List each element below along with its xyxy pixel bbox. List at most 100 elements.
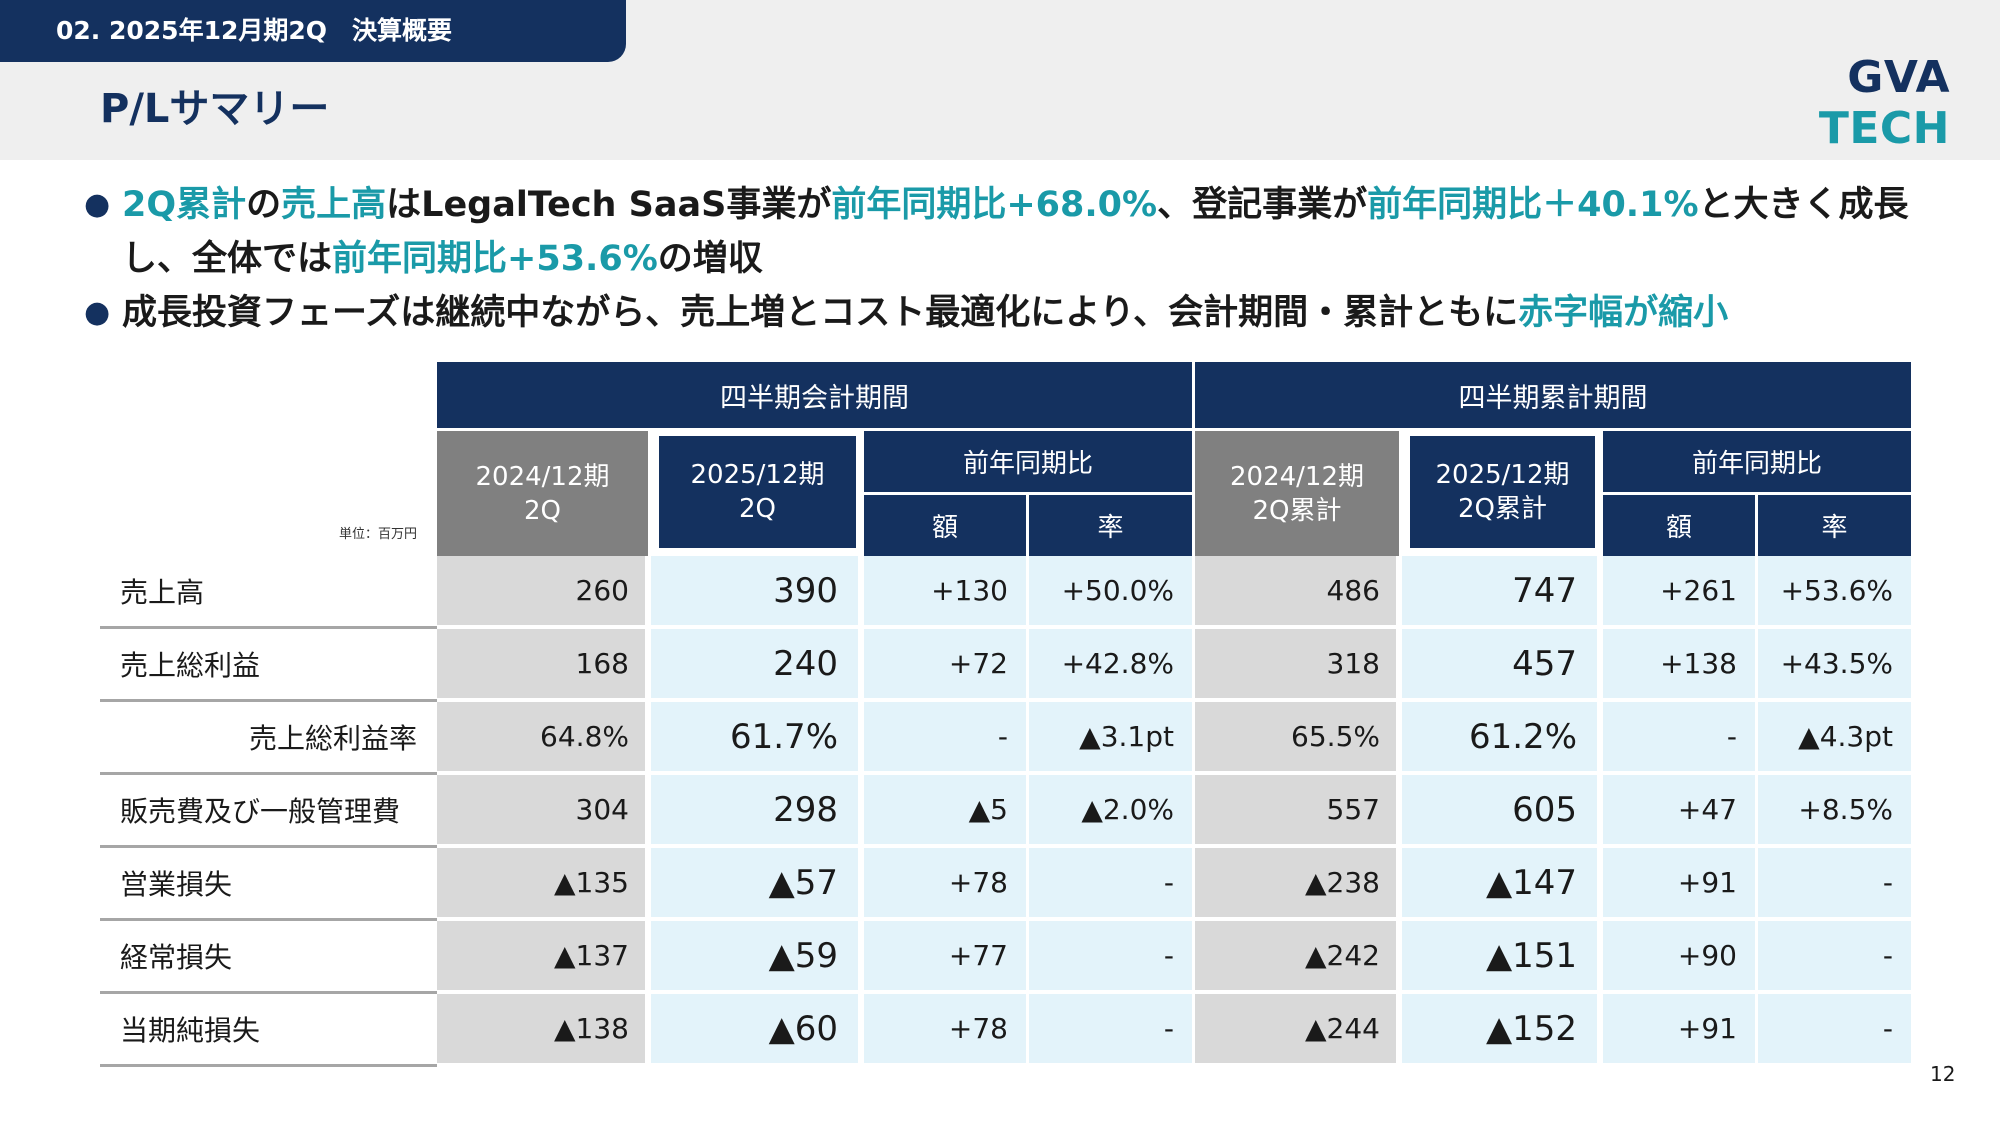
cell-cum-yoy-rate: -: [1758, 848, 1914, 921]
header-q-prev-line1: 2024/12期: [475, 461, 610, 492]
seg: 売上高: [281, 185, 387, 225]
seg: の増収: [657, 239, 763, 279]
cell-cum-prev: 318: [1195, 629, 1402, 702]
cell-cum-yoy-amount: -: [1603, 702, 1758, 775]
cell-cum-yoy-rate: +8.5%: [1758, 775, 1914, 848]
row-label: 当期純損失: [100, 994, 437, 1067]
header-cum-amount: 額: [1603, 492, 1758, 556]
cell-cum-cur: ▲147: [1402, 848, 1603, 921]
cell-q-prev: ▲138: [437, 994, 651, 1067]
cell-q-yoy-rate: +50.0%: [1029, 556, 1195, 629]
table-row-revenue: 売上高 260 390 +130 +50.0% 486 747 +261 +53…: [100, 556, 1914, 629]
cell-q-prev: 260: [437, 556, 651, 629]
header-cum-prev-line2: 2Q累計: [1252, 495, 1342, 526]
header-cum-prev-line1: 2024/12期: [1229, 461, 1364, 492]
table-row-operating-loss: 営業損失 ▲135 ▲57 +78 - ▲238 ▲147 +91 -: [100, 848, 1914, 921]
cell-cum-yoy-rate: -: [1758, 994, 1914, 1067]
header-cum-cur-line1: 2025/12期: [1435, 460, 1570, 490]
cell-q-yoy-rate: ▲2.0%: [1029, 775, 1195, 848]
bullet-revenue: ● 2Q累計の売上高はLegalTech SaaS事業が前年同期比+68.0%、…: [80, 178, 1960, 286]
cell-q-cur: ▲57: [651, 848, 864, 921]
header-cumulative-period: 四半期累計期間: [1195, 362, 1914, 428]
row-label: 売上総利益: [100, 629, 437, 702]
cell-q-yoy-rate: +42.8%: [1029, 629, 1195, 702]
cell-q-yoy-amount: +77: [864, 921, 1029, 994]
table-row-ordinary-loss: 経常損失 ▲137 ▲59 +77 - ▲242 ▲151 +90 -: [100, 921, 1914, 994]
logo-accent-text: TECH: [1818, 103, 1950, 154]
cell-cum-cur: 61.2%: [1402, 702, 1603, 775]
seg: 成長投資フェーズは継続中ながら、売上増とコスト最適化により、会計期間・累計ともに: [122, 293, 1519, 333]
cell-q-prev: 304: [437, 775, 651, 848]
cell-cum-prev: 65.5%: [1195, 702, 1402, 775]
logo-main-text: GVA: [1847, 52, 1950, 103]
row-label: 販売費及び一般管理費: [100, 775, 437, 848]
cell-cum-yoy-rate: +53.6%: [1758, 556, 1914, 629]
seg: 前年同期比＋40.1%: [1367, 185, 1699, 225]
cell-q-yoy-amount: ▲5: [864, 775, 1029, 848]
bullet-loss: ● 成長投資フェーズは継続中ながら、売上増とコスト最適化により、会計期間・累計と…: [80, 286, 1960, 340]
page-title: P/Lサマリー: [100, 86, 330, 132]
table-row-net-loss: 当期純損失 ▲138 ▲60 +78 - ▲244 ▲152 +91 -: [100, 994, 1914, 1067]
cell-cum-yoy-amount: +138: [1603, 629, 1758, 702]
cell-q-cur: 390: [651, 556, 864, 629]
seg: 前年同期比+68.0%: [831, 185, 1158, 225]
table-row-gross-margin: 売上総利益率 64.8% 61.7% - ▲3.1pt 65.5% 61.2% …: [100, 702, 1914, 775]
section-tab: 02. 2025年12月期2Q 決算概要: [0, 0, 626, 62]
seg: はLegalTech SaaS事業が: [386, 185, 832, 225]
cell-cum-cur: 747: [1402, 556, 1603, 629]
cell-q-yoy-amount: -: [864, 702, 1029, 775]
pl-summary-table: 四半期会計期間 四半期累計期間 単位：百万円 2024/12期 2Q 2025/1…: [100, 362, 1914, 1067]
cell-cum-cur: ▲151: [1402, 921, 1603, 994]
cell-cum-yoy-amount: +91: [1603, 848, 1758, 921]
cell-cum-yoy-amount: +261: [1603, 556, 1758, 629]
cell-q-cur: 240: [651, 629, 864, 702]
cell-q-yoy-rate: -: [1029, 921, 1195, 994]
cell-q-cur: 61.7%: [651, 702, 864, 775]
cell-q-prev: 168: [437, 629, 651, 702]
header-q-cur: 2025/12期 2Q: [651, 428, 864, 556]
cell-cum-yoy-rate: -: [1758, 921, 1914, 994]
page-number: 12: [1930, 1062, 1956, 1086]
cell-q-prev: ▲135: [437, 848, 651, 921]
cell-cum-prev: ▲244: [1195, 994, 1402, 1067]
cell-cum-prev: ▲242: [1195, 921, 1402, 994]
cell-q-yoy-amount: +78: [864, 848, 1029, 921]
cell-cum-yoy-amount: +90: [1603, 921, 1758, 994]
cell-q-yoy-amount: +130: [864, 556, 1029, 629]
header-q-amount: 額: [864, 492, 1029, 556]
header-q-cur-line2: 2Q: [738, 494, 776, 524]
cell-cum-prev: ▲238: [1195, 848, 1402, 921]
seg: 前年同期比+53.6%: [332, 239, 658, 279]
header-cum-rate: 率: [1758, 492, 1914, 556]
cell-cum-cur: 605: [1402, 775, 1603, 848]
cell-q-prev: 64.8%: [437, 702, 651, 775]
blank-cell: [100, 362, 437, 428]
header-cum-yoy: 前年同期比: [1603, 428, 1914, 492]
header-q-prev-line2: 2Q: [523, 495, 561, 526]
unit-label: 単位：百万円: [338, 527, 417, 542]
header-q-prev: 2024/12期 2Q: [437, 428, 651, 556]
table-row-sga: 販売費及び一般管理費 304 298 ▲5 ▲2.0% 557 605 +47 …: [100, 775, 1914, 848]
row-label: 売上高: [100, 556, 437, 629]
table-row-gross-profit: 売上総利益 168 240 +72 +42.8% 318 457 +138 +4…: [100, 629, 1914, 702]
seg: の: [246, 185, 282, 225]
seg: 赤字幅が縮小: [1518, 293, 1729, 333]
row-label: 営業損失: [100, 848, 437, 921]
bullet-dot-icon: ●: [84, 295, 111, 330]
cell-cum-cur: ▲152: [1402, 994, 1603, 1067]
header-cum-prev: 2024/12期 2Q累計: [1195, 428, 1402, 556]
seg: 2Q累計: [122, 185, 247, 225]
seg: 、登記事業が: [1157, 185, 1368, 225]
company-logo: GVA TECH: [1740, 52, 1950, 154]
cell-cum-yoy-rate: +43.5%: [1758, 629, 1914, 702]
header-cum-cur-line2: 2Q累計: [1457, 494, 1547, 524]
cell-cum-cur: 457: [1402, 629, 1603, 702]
seg: と大きく成長し、全体では: [122, 185, 1909, 279]
header-q-cur-line1: 2025/12期: [690, 460, 825, 490]
cell-q-cur: ▲59: [651, 921, 864, 994]
cell-q-yoy-amount: +78: [864, 994, 1029, 1067]
cell-q-cur: ▲60: [651, 994, 864, 1067]
cell-q-yoy-rate: -: [1029, 848, 1195, 921]
row-label: 売上総利益率: [100, 702, 437, 775]
header-q-yoy: 前年同期比: [864, 428, 1195, 492]
